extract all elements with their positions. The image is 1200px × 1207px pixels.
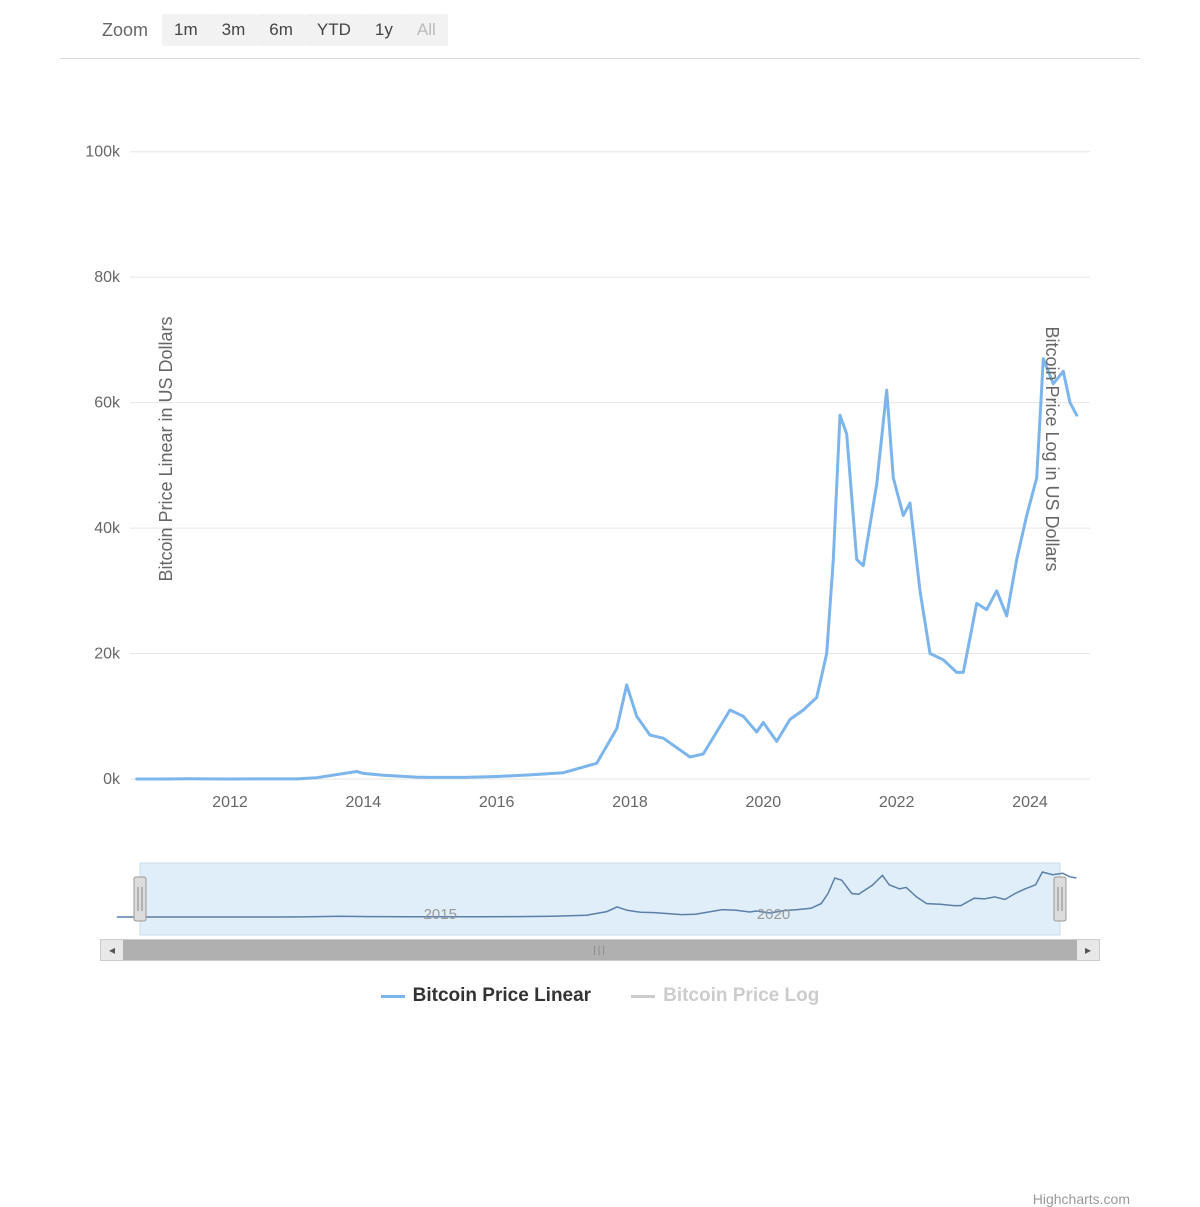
zoom-1y-button[interactable]: 1y — [363, 14, 405, 46]
legend-label: Bitcoin Price Linear — [413, 985, 591, 1007]
svg-text:60k: 60k — [94, 395, 121, 412]
zoom-3m-button[interactable]: 3m — [210, 14, 258, 46]
svg-text:40k: 40k — [94, 520, 121, 537]
zoom-1m-button[interactable]: 1m — [162, 14, 210, 46]
zoom-6m-button[interactable]: 6m — [257, 14, 305, 46]
scroll-left-button[interactable]: ◂ — [101, 940, 123, 960]
main-chart[interactable]: 0k 20k 40k 60k 80k 100k 2012 2014 2016 2018 2020 20… — [60, 69, 1140, 829]
zoom-label: Zoom — [102, 20, 148, 41]
svg-text:2012: 2012 — [212, 794, 248, 811]
chart-credits[interactable]: Highcharts.com — [1033, 1191, 1130, 1207]
svg-text:2015: 2015 — [424, 906, 457, 923]
svg-text:2022: 2022 — [879, 794, 915, 811]
legend-swatch — [381, 995, 405, 998]
svg-text:80k: 80k — [94, 269, 121, 286]
svg-text:100k: 100k — [85, 144, 121, 161]
plot-area: Bitcoin Price Linear in US Dollars Bitco… — [60, 69, 1140, 829]
svg-text:0k: 0k — [103, 771, 121, 788]
zoom-toolbar: Zoom 1m3m6mYTD1yAll — [60, 10, 1140, 59]
legend-label: Bitcoin Price Log — [663, 985, 819, 1007]
range-navigator[interactable]: 2015 2020 — [100, 859, 1100, 939]
svg-text:2024: 2024 — [1012, 794, 1048, 811]
y-axis-title-left: Bitcoin Price Linear in US Dollars — [156, 316, 177, 581]
svg-text:2020: 2020 — [757, 906, 790, 923]
y-axis-title-right: Bitcoin Price Log in US Dollars — [1041, 326, 1062, 571]
chart-container: Zoom 1m3m6mYTD1yAll Bitcoin Price Linear… — [60, 0, 1140, 1007]
scroll-right-button[interactable]: ▸ — [1077, 940, 1099, 960]
svg-text:2016: 2016 — [479, 794, 515, 811]
svg-text:2020: 2020 — [746, 794, 782, 811]
svg-text:2018: 2018 — [612, 794, 648, 811]
legend-item[interactable]: Bitcoin Price Linear — [381, 985, 591, 1007]
scroll-track[interactable]: ||| — [123, 940, 1077, 960]
navigator-scrollbar[interactable]: ◂ ||| ▸ — [100, 939, 1100, 961]
zoom-ytd-button[interactable]: YTD — [305, 14, 363, 46]
legend-item[interactable]: Bitcoin Price Log — [631, 985, 819, 1007]
svg-text:2014: 2014 — [346, 794, 382, 811]
zoom-all-button[interactable]: All — [405, 14, 448, 46]
legend-swatch — [631, 995, 655, 998]
svg-text:20k: 20k — [94, 646, 121, 663]
legend: Bitcoin Price Linear Bitcoin Price Log — [60, 985, 1140, 1007]
